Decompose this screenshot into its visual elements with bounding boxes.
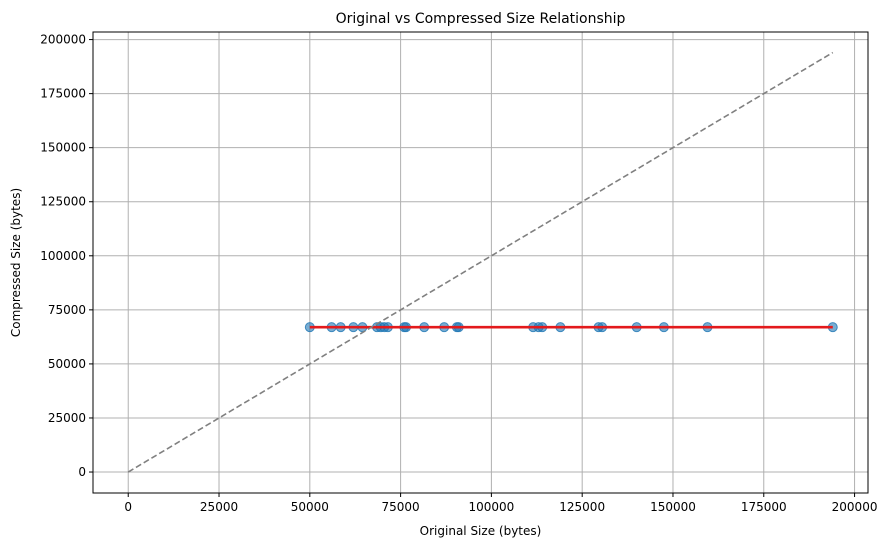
y-tick-label: 125000 bbox=[40, 195, 86, 209]
y-tick-label: 0 bbox=[78, 465, 86, 479]
y-tick-label: 25000 bbox=[48, 411, 86, 425]
chart-title: Original vs Compressed Size Relationship bbox=[336, 11, 626, 27]
reference-line bbox=[127, 51, 834, 473]
x-axis-label: Original Size (bytes) bbox=[420, 524, 542, 538]
y-tick-label: 75000 bbox=[48, 303, 86, 317]
x-tick-label: 0 bbox=[124, 500, 132, 514]
x-tick-label: 175000 bbox=[741, 500, 787, 514]
x-tick-label: 150000 bbox=[650, 500, 696, 514]
y-tick-label: 50000 bbox=[48, 357, 86, 371]
series-layer bbox=[127, 51, 838, 473]
y-tick-label: 100000 bbox=[40, 249, 86, 263]
plot-frame bbox=[92, 31, 869, 494]
x-tick-label: 50000 bbox=[291, 500, 329, 514]
y-axis-label: Compressed Size (bytes) bbox=[9, 188, 23, 337]
ticks: 0 25000 50000 75000 100000 125000 150000 175000… bbox=[40, 33, 877, 514]
x-tick-label: 75000 bbox=[382, 500, 420, 514]
x-tick-label: 200000 bbox=[832, 500, 878, 514]
x-tick-label: 100000 bbox=[468, 500, 514, 514]
y-tick-label: 150000 bbox=[40, 141, 86, 155]
y-tick-label: 200000 bbox=[40, 33, 86, 47]
y-tick-label: 175000 bbox=[40, 87, 86, 101]
x-tick-label: 25000 bbox=[200, 500, 238, 514]
grid bbox=[93, 32, 868, 493]
x-tick-label: 125000 bbox=[559, 500, 605, 514]
